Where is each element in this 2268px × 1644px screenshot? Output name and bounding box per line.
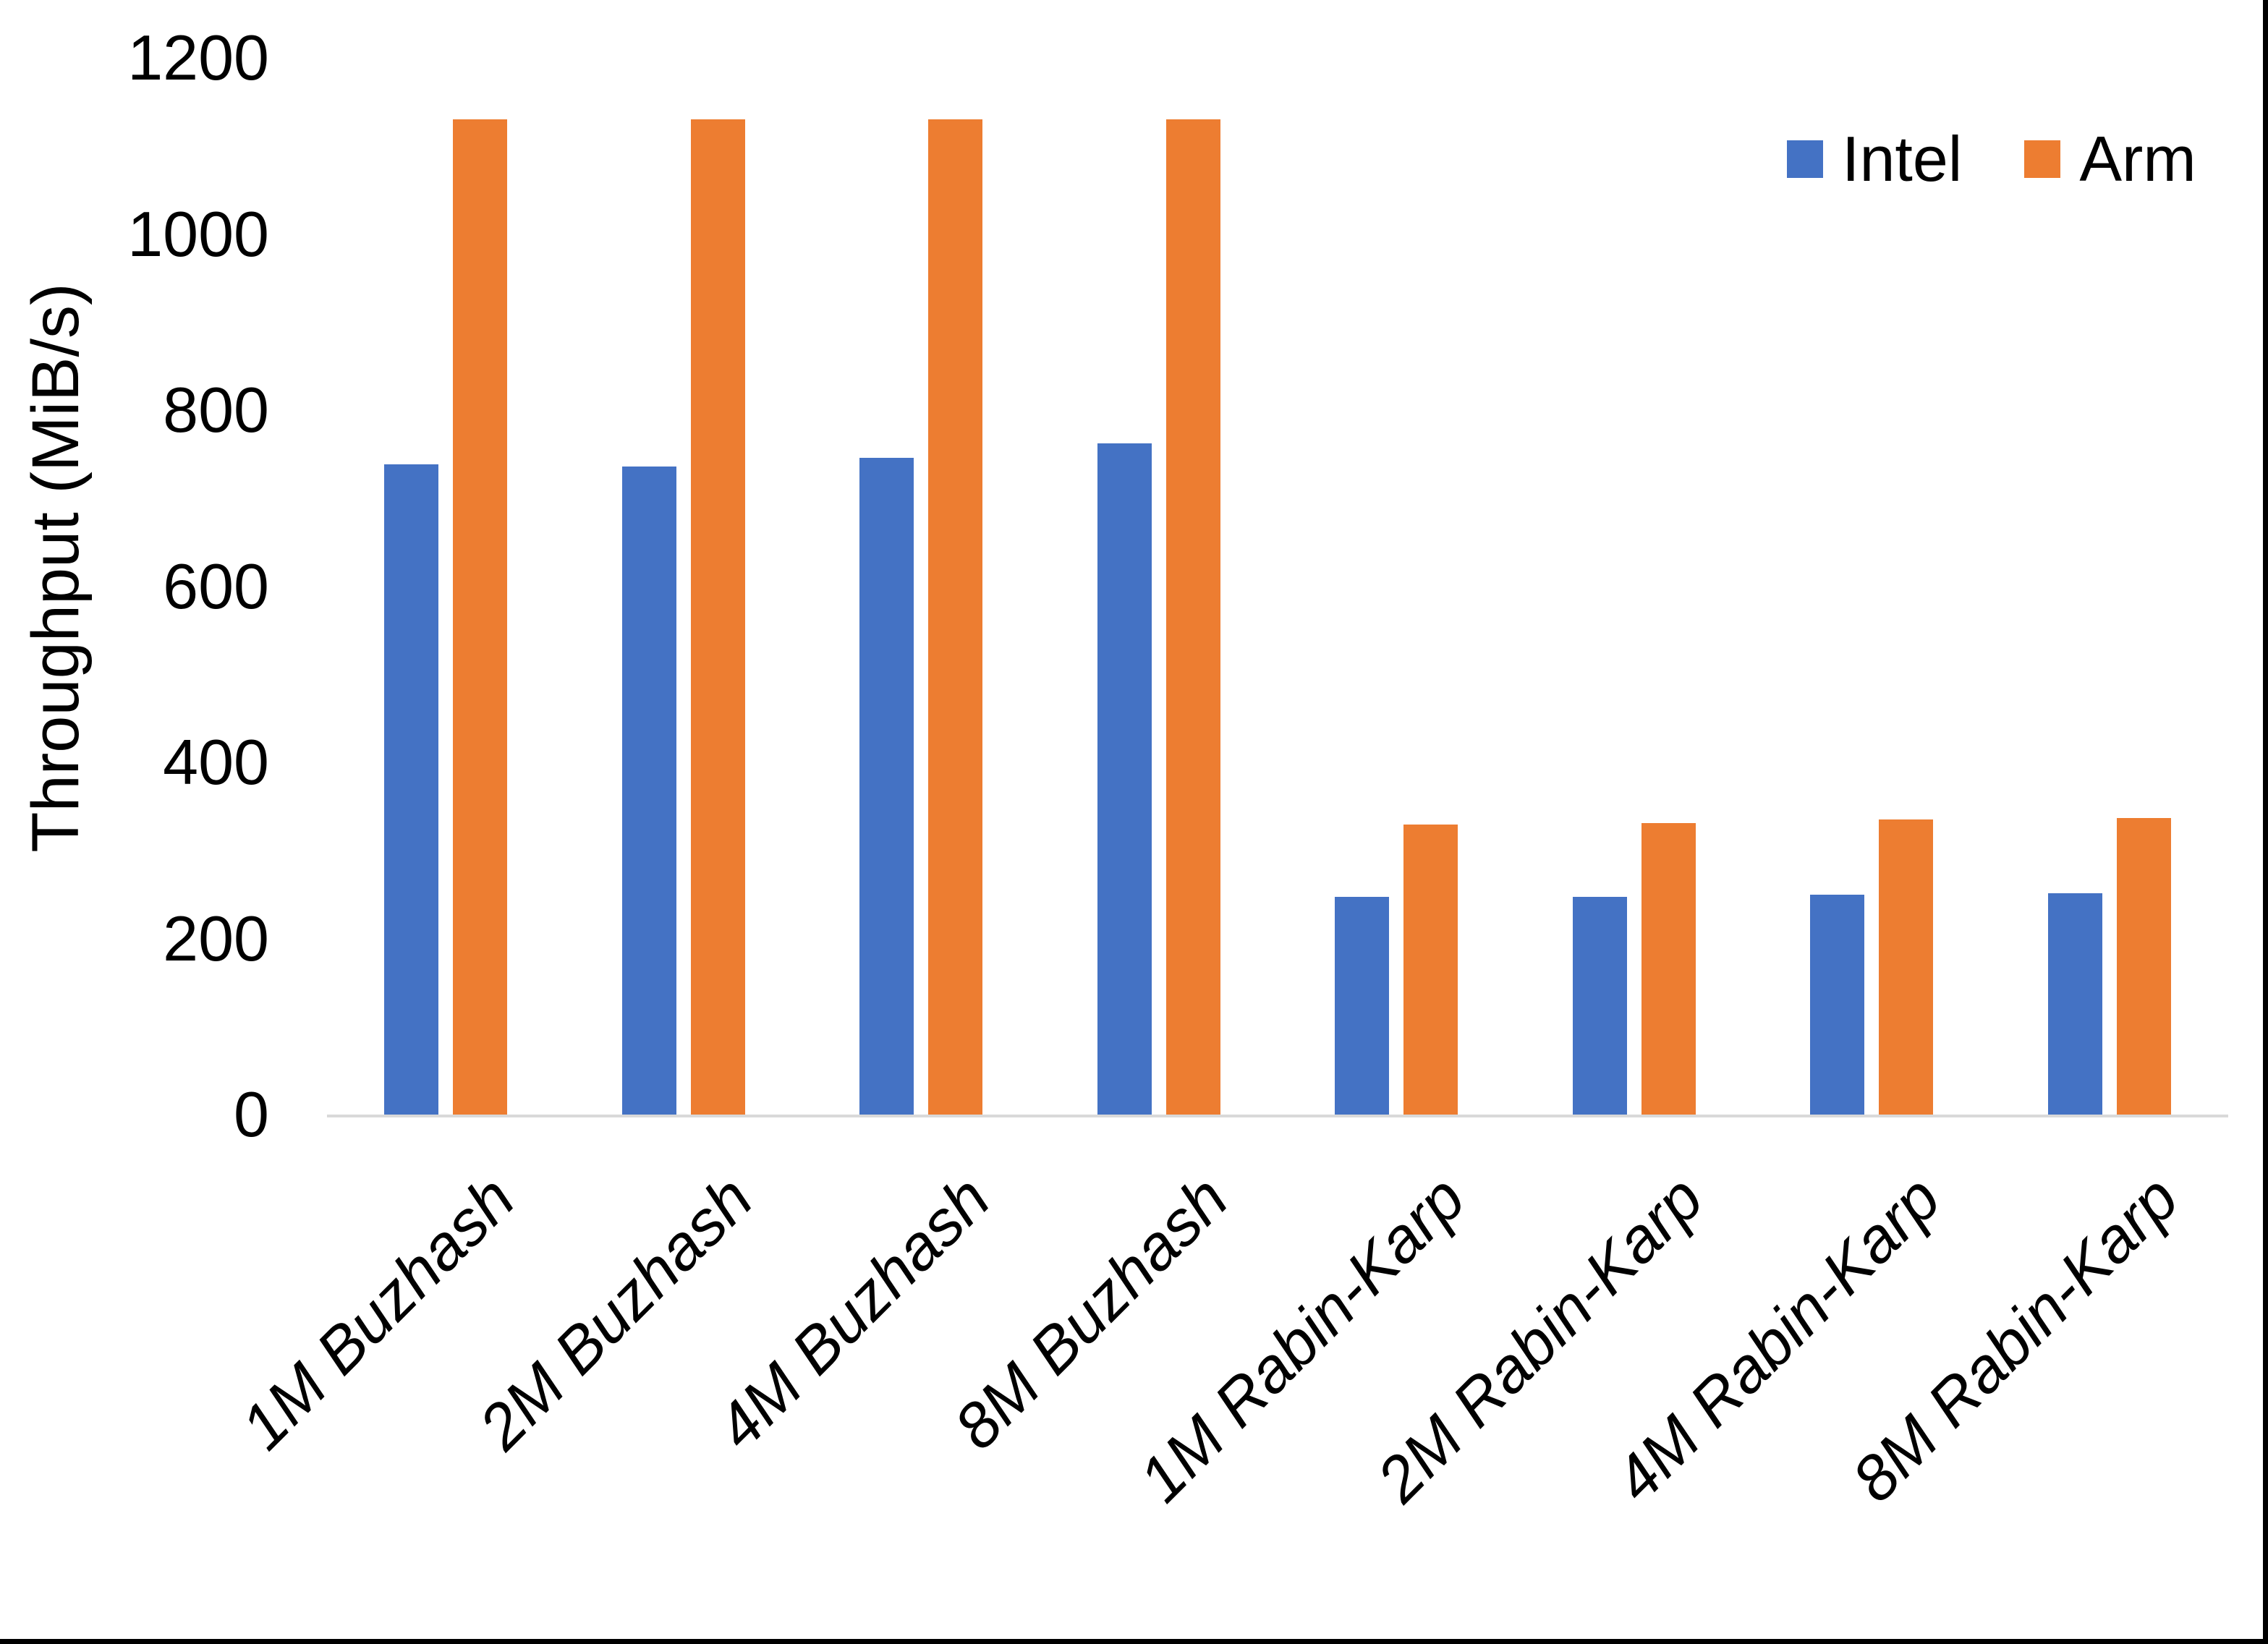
legend-swatch [1787,140,1823,178]
y-tick-label: 800 [163,374,269,446]
bar [928,119,983,1115]
legend-item: Arm [2024,127,2196,191]
y-tick-label: 1200 [127,22,269,93]
legend-label: Intel [1842,123,1963,195]
legend: Intel Arm [1787,127,2196,191]
bar [1572,897,1627,1115]
y-tick-label: 400 [163,726,269,798]
y-tick-label: 1000 [127,197,269,270]
bar [1810,894,1865,1115]
y-tick-label: 600 [163,550,269,622]
window-border-right [2263,0,2268,1644]
bar [1165,119,1220,1115]
bar [453,119,508,1115]
window-border-bottom [0,1639,2268,1644]
bar [1879,819,1934,1115]
bar [1641,823,1696,1115]
bar [859,457,914,1115]
x-axis-line [327,1115,2228,1117]
y-tick-label: 200 [163,902,269,974]
bar [690,119,745,1115]
bar [1097,443,1152,1115]
bar [1335,897,1390,1115]
bar [621,466,676,1115]
bar [384,464,439,1115]
bar [2047,893,2102,1115]
legend-item: Intel [1787,127,1962,191]
legend-label: Arm [2079,123,2196,195]
legend-swatch [2024,140,2061,178]
bar [1403,825,1458,1115]
bar [2116,817,2171,1115]
y-tick-label: 0 [234,1078,269,1150]
